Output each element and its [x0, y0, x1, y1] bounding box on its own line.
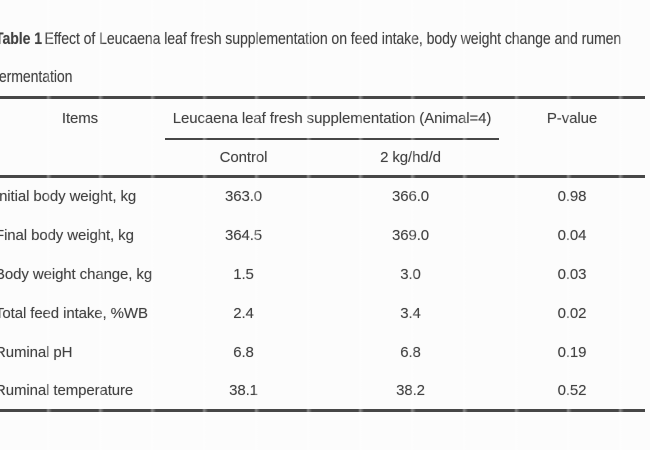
header-row-treatments: Control 2 kg/hd/d [0, 138, 645, 178]
column-header-control: Control [165, 138, 322, 178]
column-header-treatment: 2 kg/hd/d [322, 138, 499, 178]
cell-item: Final body weight, kg [0, 226, 134, 244]
cell-pvalue: 0.98 [557, 188, 587, 206]
cell-treatment: 38.2 [396, 381, 425, 399]
cell-pvalue: 0.03 [557, 265, 587, 283]
results-table: Items Leucaena leaf fresh supplementatio… [0, 96, 645, 412]
table-row: Ruminal temperature 38.1 38.2 0.52 [0, 372, 645, 411]
table-row: Body weight change, kg 1.5 3.0 0.03 [0, 255, 645, 294]
header-spacer-right [499, 138, 645, 178]
cell-treatment: 6.8 [400, 343, 421, 361]
column-header-items: Items [61, 110, 99, 128]
column-header-supplementation-group: Leucaena leaf fresh supplementation (Ani… [165, 97, 499, 140]
table-row: Initial body weight, kg 363.0 366.0 0.98 [0, 177, 645, 216]
cell-treatment: 3.4 [400, 304, 421, 322]
cell-item: Total feed intake, %WB [0, 304, 148, 322]
cell-treatment: 369.0 [391, 226, 430, 244]
header-row-group: Items Leucaena leaf fresh supplementatio… [0, 97, 645, 140]
cell-control: 2.4 [233, 304, 254, 322]
cell-item: Ruminal pH [0, 343, 73, 361]
cell-pvalue: 0.04 [557, 226, 587, 244]
table-caption-line2: fermentation [0, 67, 73, 86]
cell-item: Ruminal temperature [0, 381, 134, 399]
table-row: Final body weight, kg 364.5 369.0 0.04 [0, 216, 645, 255]
table-caption-text: Effect of Leucaena leaf fresh supplement… [44, 29, 622, 48]
cell-item: Body weight change, kg [0, 265, 153, 283]
column-header-pvalue: P-value [546, 110, 598, 128]
cell-treatment: 366.0 [391, 188, 430, 206]
cell-control: 363.0 [224, 188, 263, 206]
cell-control: 6.8 [233, 343, 254, 361]
cell-control: 1.5 [233, 265, 254, 283]
cell-pvalue: 0.19 [557, 343, 587, 361]
table-row: Total feed intake, %WB 2.4 3.4 0.02 [0, 294, 645, 333]
cell-treatment: 3.0 [400, 265, 421, 283]
header-spacer-left [0, 138, 165, 178]
table-row: Ruminal pH 6.8 6.8 0.19 [0, 333, 645, 372]
cell-control: 38.1 [229, 381, 258, 399]
cell-pvalue: 0.52 [557, 381, 587, 399]
cell-item: Initial body weight, kg [0, 188, 137, 206]
cell-control: 364.5 [224, 226, 263, 244]
cell-pvalue: 0.02 [557, 304, 587, 322]
table-caption-number: Table 1 [0, 29, 42, 48]
